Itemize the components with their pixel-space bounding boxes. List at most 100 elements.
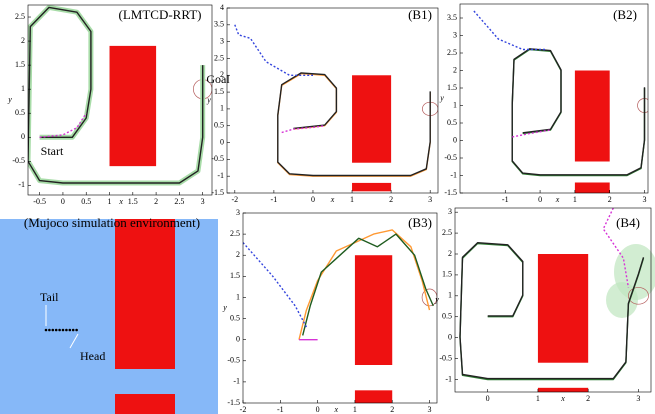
robot-segment (61, 328, 65, 332)
y-tick-label: 2.5 (442, 228, 452, 237)
y-tick-label: 0.5 (15, 108, 25, 117)
x-tick-label: 3 (428, 405, 432, 414)
y-tick-label: 2 (220, 70, 224, 79)
x-tick-label: 0.5 (81, 197, 91, 206)
x-tick-label: 0 (316, 405, 320, 414)
y-tick-label: 2 (453, 65, 457, 74)
trajectory (473, 10, 547, 51)
y-tick-label: 0.5 (447, 118, 457, 127)
robot-segment (71, 328, 75, 332)
y-tick-label: -1.5 (227, 398, 240, 407)
y-tick-label: -1.5 (444, 188, 457, 197)
panel-title: (B1) (408, 7, 432, 22)
x-tick-label: 1 (573, 195, 577, 204)
axes-frame (226, 7, 439, 194)
y-tick-label: -1 (217, 171, 224, 180)
x-tick-label: 1 (353, 405, 357, 414)
y-tick-label: 2.5 (230, 229, 240, 238)
x-tick-label: 0 (61, 197, 65, 206)
x-tick-label: 0 (538, 195, 542, 204)
x-tick-label: -2 (231, 195, 238, 204)
obstacle (537, 254, 589, 363)
x-tick-label: 0 (486, 394, 490, 403)
annotation: Goal (206, 72, 230, 86)
x-axis-label: x (333, 405, 338, 414)
x-tick-label: 3 (643, 195, 647, 204)
y-tick-label: 0 (448, 332, 452, 341)
robot-segment (51, 328, 55, 332)
y-tick-label: 0 (453, 135, 457, 144)
y-tick-label: 2 (236, 250, 240, 259)
trajectory (511, 48, 646, 176)
annotation: Tail (40, 290, 59, 304)
y-tick-label: 3.5 (214, 20, 224, 29)
environment-obstacle (115, 394, 175, 414)
robot-segment (44, 328, 48, 332)
panel-title: (Mujoco simulation environment) (24, 215, 200, 230)
y-tick-label: -1 (18, 180, 25, 189)
x-tick-label: 2.5 (174, 197, 184, 206)
y-tick-label: 1.5 (442, 270, 452, 279)
x-tick-label: 2 (154, 197, 158, 206)
y-tick-label: -0.5 (444, 153, 457, 162)
robot-segment (75, 328, 78, 332)
x-tick-label: 1.5 (128, 197, 138, 206)
y-tick-label: 0.5 (214, 121, 224, 130)
y-tick-label: 2 (21, 36, 25, 45)
x-tick-label: 2 (586, 394, 590, 403)
x-tick-label: 1 (108, 197, 112, 206)
panel-title: (LMTCD-RRT) (119, 7, 202, 22)
y-tick-label: 3 (236, 208, 240, 217)
x-axis-label: x (560, 394, 565, 403)
y-tick-label: 1.5 (214, 87, 224, 96)
y-tick-label: 3 (453, 30, 457, 39)
robot-segment (54, 328, 58, 332)
obstacle (574, 182, 610, 193)
y-tick-label: 3.5 (447, 13, 457, 22)
y-axis-label: y (439, 93, 444, 102)
obstacle (354, 390, 393, 403)
axes-frame (242, 212, 438, 404)
y-axis-label: y (7, 95, 12, 104)
trajectory (512, 129, 551, 138)
obstacle (109, 45, 157, 167)
x-axis-label: x (555, 195, 560, 204)
robot-segment (58, 328, 61, 332)
axes-frame (454, 207, 652, 393)
y-tick-label: 1 (453, 100, 457, 109)
trajectory (602, 208, 630, 288)
robot-segment (68, 328, 72, 332)
y-tick-label: 1 (236, 292, 240, 301)
x-tick-label: 0 (311, 195, 315, 204)
robot-segment (48, 328, 51, 332)
trajectory (28, 6, 204, 184)
obstacle (352, 75, 392, 163)
trajectory (243, 242, 308, 328)
trajectory (459, 242, 645, 380)
obstacle (354, 255, 393, 365)
y-tick-label: -1 (445, 374, 452, 383)
y-tick-label: 4 (220, 3, 224, 12)
y-tick-label: 0 (21, 132, 25, 141)
y-tick-label: 0 (220, 137, 224, 146)
x-tick-label: 1 (350, 195, 354, 204)
x-tick-label: 2 (608, 195, 612, 204)
plot-area (243, 229, 437, 403)
y-tick-label: -0.5 (211, 154, 224, 163)
y-tick-label: 3 (220, 36, 224, 45)
obstacle (574, 70, 610, 162)
plot-area (473, 10, 648, 193)
panel-title: (B4) (616, 215, 640, 230)
goal-region (628, 287, 649, 305)
axes-frame (27, 4, 213, 196)
x-tick-label: 2 (389, 195, 393, 204)
y-tick-label: 1 (448, 291, 452, 300)
y-tick-label: -0.5 (439, 353, 452, 362)
obstacle (352, 182, 392, 192)
x-tick-label: -2 (240, 405, 247, 414)
trajectory (234, 24, 313, 76)
y-tick-label: 1.5 (230, 271, 240, 280)
y-tick-label: 0.5 (442, 312, 452, 321)
y-tick-label: -1 (233, 377, 240, 386)
